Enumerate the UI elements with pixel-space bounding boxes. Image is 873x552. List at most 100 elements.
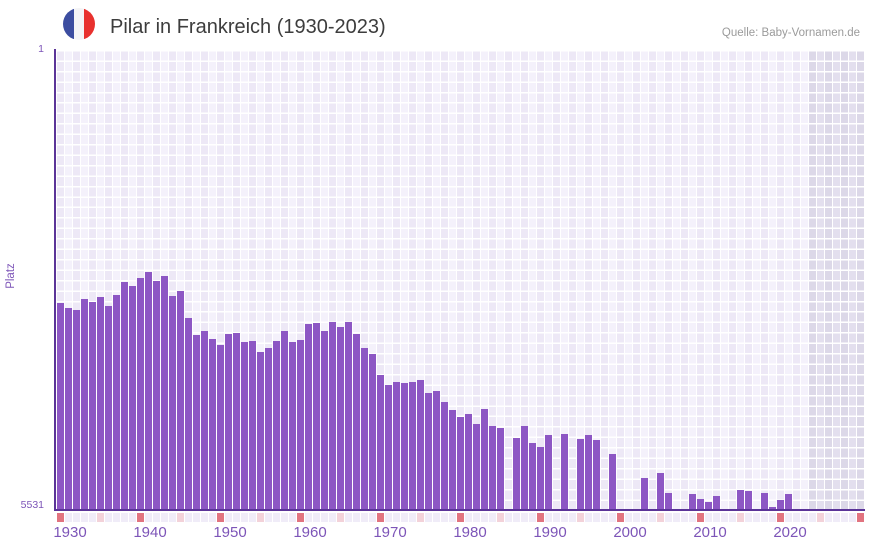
bar-1980[interactable]: [457, 417, 464, 510]
bar-1935[interactable]: [97, 296, 104, 510]
bar-1985[interactable]: [497, 428, 504, 510]
tick-square-1950: [217, 513, 224, 522]
y-axis-line: [54, 49, 56, 511]
bar-1982[interactable]: [473, 424, 480, 510]
bar-1977[interactable]: [433, 390, 440, 510]
bar-1942[interactable]: [153, 280, 160, 510]
bar-1981[interactable]: [465, 413, 472, 510]
bar-1973[interactable]: [401, 382, 408, 510]
bar-1959[interactable]: [289, 341, 296, 510]
bar-1948[interactable]: [201, 330, 208, 510]
tick-square-1969: [369, 513, 376, 522]
y-axis-title: Platz: [5, 263, 17, 289]
bar-1952[interactable]: [233, 332, 240, 510]
bar-1974[interactable]: [409, 381, 416, 510]
bar-1950[interactable]: [217, 344, 224, 510]
bar-1997[interactable]: [593, 439, 600, 510]
bar-1976[interactable]: [425, 392, 432, 510]
bar-1972[interactable]: [393, 381, 400, 510]
tick-square-2023: [801, 513, 808, 522]
bar-2020[interactable]: [777, 499, 784, 510]
bar-1955[interactable]: [257, 351, 264, 510]
bar-1969[interactable]: [369, 353, 376, 510]
bar-1962[interactable]: [313, 322, 320, 510]
bar-1975[interactable]: [417, 379, 424, 510]
bar-2011[interactable]: [705, 501, 712, 510]
bar-2015[interactable]: [737, 489, 744, 510]
bar-1965[interactable]: [337, 326, 344, 510]
bar-2010[interactable]: [697, 498, 704, 510]
bar-1934[interactable]: [89, 301, 96, 510]
bar-2003[interactable]: [641, 477, 648, 510]
tick-square-2009: [689, 513, 696, 522]
x-tick-strip: [56, 513, 864, 522]
bar-1951[interactable]: [225, 333, 232, 510]
bar-1987[interactable]: [513, 438, 520, 510]
bar-2012[interactable]: [713, 495, 720, 510]
bar-1937[interactable]: [113, 294, 120, 510]
bar-1996[interactable]: [585, 434, 592, 510]
bar-1979[interactable]: [449, 409, 456, 510]
bar-1988[interactable]: [521, 425, 528, 510]
bar-1956[interactable]: [265, 347, 272, 510]
bar-1931[interactable]: [65, 307, 72, 510]
bar-1970[interactable]: [377, 374, 384, 510]
tick-square-1974: [409, 513, 416, 522]
tick-square-1984: [489, 513, 496, 522]
bar-1932[interactable]: [73, 309, 80, 510]
bar-1963[interactable]: [321, 330, 328, 510]
tick-square-2017: [753, 513, 760, 522]
bar-1939[interactable]: [129, 285, 136, 510]
bar-1947[interactable]: [193, 334, 200, 510]
bar-1954[interactable]: [249, 340, 256, 510]
tick-square-1930: [57, 513, 64, 522]
tick-square-2000: [617, 513, 624, 522]
x-label-1950: 1950: [213, 524, 247, 541]
bar-1936[interactable]: [105, 305, 112, 510]
bar-2021[interactable]: [785, 493, 792, 510]
bar-1958[interactable]: [281, 330, 288, 510]
tick-square-1951: [225, 513, 232, 522]
x-axis-labels: 1930 1940 1950 1960 1970 1980 1990 2000 2010 2020: [53, 524, 864, 544]
bar-1990[interactable]: [537, 447, 544, 510]
bar-1989[interactable]: [529, 442, 536, 510]
bar-1995[interactable]: [577, 439, 584, 510]
bar-1957[interactable]: [273, 340, 280, 510]
bar-2018[interactable]: [761, 492, 768, 510]
bar-1993[interactable]: [561, 434, 568, 510]
tick-square-2001: [625, 513, 632, 522]
bar-1949[interactable]: [209, 338, 216, 510]
bar-1946[interactable]: [185, 317, 192, 510]
bar-1964[interactable]: [329, 321, 336, 510]
bar-1953[interactable]: [241, 341, 248, 510]
bar-1971[interactable]: [385, 384, 392, 510]
tick-square-1957: [273, 513, 280, 522]
bar-1967[interactable]: [353, 333, 360, 510]
bar-1999[interactable]: [609, 453, 616, 510]
bar-1960[interactable]: [297, 339, 304, 510]
bar-1978[interactable]: [441, 401, 448, 510]
bar-2009[interactable]: [689, 493, 696, 510]
tick-square-1935: [97, 513, 104, 522]
bar-1961[interactable]: [305, 324, 312, 510]
bar-1941[interactable]: [145, 272, 152, 510]
bar-1966[interactable]: [345, 321, 352, 510]
tick-square-1931: [65, 513, 72, 522]
bar-1943[interactable]: [161, 276, 168, 510]
bar-2016[interactable]: [745, 490, 752, 510]
bar-1933[interactable]: [81, 298, 88, 510]
bar-1968[interactable]: [361, 347, 368, 510]
bar-1938[interactable]: [121, 281, 128, 510]
bar-1944[interactable]: [169, 295, 176, 510]
bar-1991[interactable]: [545, 434, 552, 510]
bar-2005[interactable]: [657, 473, 664, 510]
tick-square-1947: [193, 513, 200, 522]
bar-1983[interactable]: [481, 409, 488, 510]
bar-1940[interactable]: [137, 278, 144, 510]
bar-1930[interactable]: [57, 302, 64, 510]
bar-2006[interactable]: [665, 492, 672, 510]
bar-1945[interactable]: [177, 290, 184, 510]
bar-1984[interactable]: [489, 425, 496, 510]
bar-2019[interactable]: [769, 506, 776, 510]
x-label-1990: 1990: [533, 524, 567, 541]
